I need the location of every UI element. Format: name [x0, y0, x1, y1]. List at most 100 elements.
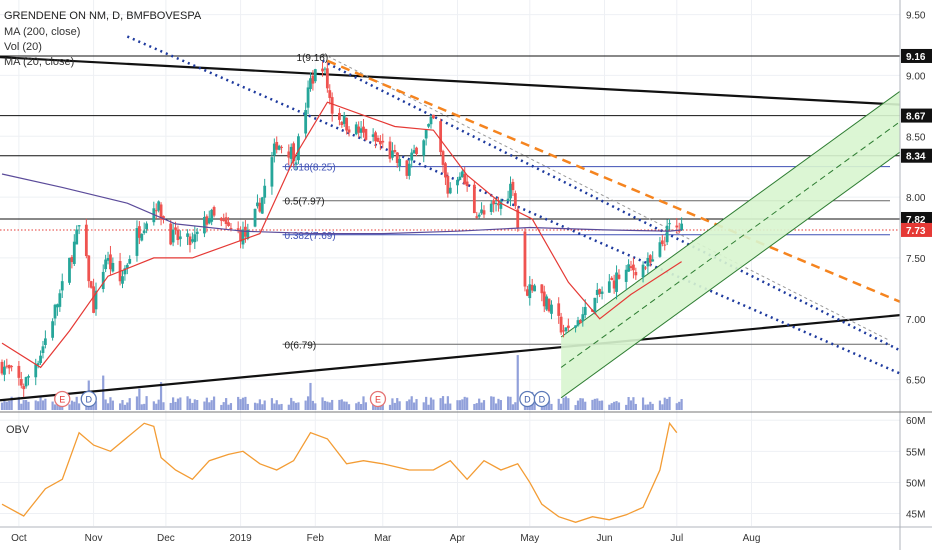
candle-body: [253, 208, 257, 227]
candle-body: [562, 330, 565, 332]
candle-body: [598, 289, 602, 295]
volume-bar: [5, 401, 8, 410]
symbol-title: GRENDENE ON NM, D, BMFBOVESPA: [4, 10, 202, 22]
volume-bar: [584, 401, 587, 410]
time-tick-label: Aug: [743, 533, 761, 544]
candle-body: [405, 160, 409, 176]
candle-body: [489, 203, 493, 212]
candle-body: [617, 274, 621, 279]
price-label-box: [901, 148, 932, 163]
volume-bar: [159, 382, 163, 410]
volume-bar: [73, 401, 76, 410]
volume-bar: [53, 404, 57, 410]
obv-tick-label: 50M: [906, 478, 925, 489]
candle-body: [94, 290, 98, 310]
volume-bar: [347, 404, 351, 410]
candle-body: [309, 78, 312, 89]
volume-bar: [275, 400, 278, 410]
time-tick-label: 2019: [229, 533, 252, 544]
price-tick-label: 7.50: [906, 254, 926, 265]
price-tick-label: 9.50: [906, 11, 926, 22]
candle-body: [427, 124, 430, 127]
volume-bar: [364, 402, 368, 410]
candle-body: [272, 143, 276, 156]
candle-body: [446, 175, 450, 194]
descending-channel-mid: [322, 53, 891, 342]
candle-body: [477, 214, 481, 217]
candle-body: [545, 296, 549, 310]
volume-bar: [461, 399, 464, 410]
volume-bar: [391, 398, 394, 410]
event-marker-label: D: [539, 395, 546, 405]
candle-body: [506, 198, 510, 201]
candle-body: [193, 234, 197, 243]
candle-body: [550, 304, 553, 314]
volume-bar: [547, 400, 551, 410]
volume-bar: [359, 403, 363, 410]
candle-body: [142, 230, 146, 234]
candle-body: [330, 97, 334, 114]
candle-body: [540, 284, 544, 294]
candle-body: [359, 128, 363, 133]
volume-bar: [678, 401, 681, 410]
candle-body: [595, 289, 599, 296]
candle-body: [378, 140, 382, 145]
volume-bar: [44, 398, 47, 410]
price-tick-label: 8.50: [906, 132, 926, 143]
volume-bar: [280, 403, 283, 410]
candle-body: [364, 129, 368, 140]
candle-body: [68, 257, 71, 283]
candle-body: [345, 117, 349, 131]
volume-bar: [39, 396, 42, 410]
price-label-box: [901, 211, 932, 226]
volume-bar: [545, 401, 548, 410]
candle-body: [106, 257, 110, 261]
volume-bar: [362, 396, 365, 410]
candle-body: [632, 264, 635, 271]
volume-bar: [444, 403, 447, 410]
candle-body: [323, 68, 327, 70]
candle-body: [441, 151, 445, 165]
volume-bar: [220, 404, 223, 410]
candle-body: [10, 366, 14, 368]
candle-body: [677, 230, 681, 232]
volume-bar: [661, 404, 664, 410]
volume-bar: [20, 403, 23, 410]
time-tick-label: Jun: [596, 533, 612, 544]
candle-body: [494, 203, 498, 205]
volume-bar: [408, 399, 411, 410]
volume-bar: [229, 403, 233, 410]
volume-bar: [225, 398, 228, 410]
volume-bar: [196, 399, 199, 410]
ascending-channel-bottom: [560, 151, 900, 399]
support-trendline: [0, 314, 900, 402]
volume-bar: [34, 400, 37, 410]
candle-body: [17, 365, 21, 378]
volume-bar: [244, 396, 247, 410]
candle-body: [629, 266, 633, 268]
candle-body: [311, 75, 315, 84]
candle-body: [275, 141, 279, 150]
volume-bar: [372, 402, 375, 410]
volume-bar: [507, 396, 510, 410]
volume-bar: [208, 402, 211, 410]
obv-line: [1, 421, 678, 523]
candle-body: [665, 225, 669, 243]
candle-body: [277, 145, 281, 150]
volume-bar: [75, 396, 78, 410]
volume-bar: [574, 405, 577, 410]
candle-body: [607, 281, 611, 293]
candle-body: [190, 239, 194, 242]
volume-bar: [429, 397, 433, 410]
volume-bar: [126, 402, 129, 410]
candle-body: [313, 69, 317, 82]
volume-bar: [256, 403, 259, 410]
volume-bar: [422, 402, 425, 410]
candle-body: [463, 174, 467, 185]
obv-tick-label: 55M: [906, 447, 925, 458]
candle-body: [499, 201, 503, 209]
study-ma20-label: MA (20, close): [4, 56, 74, 68]
volume-bar: [514, 402, 517, 410]
